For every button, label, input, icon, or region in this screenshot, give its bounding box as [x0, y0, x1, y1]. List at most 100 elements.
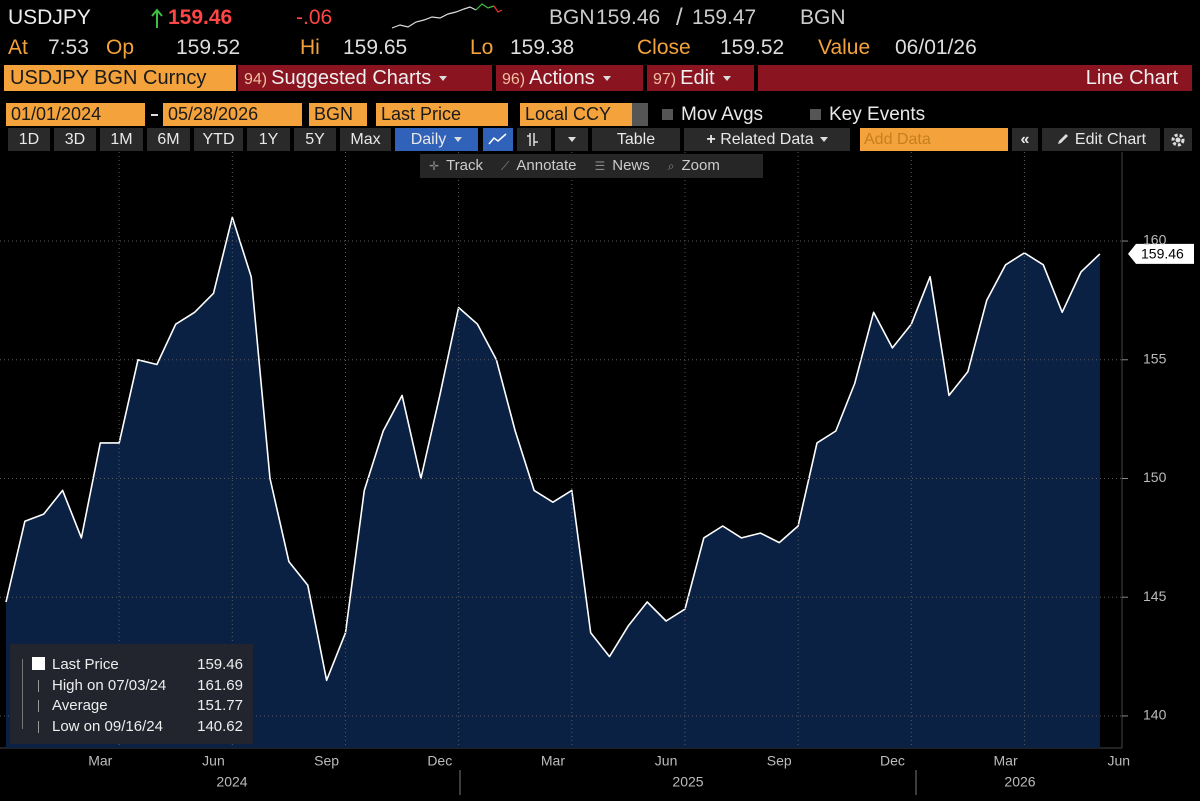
line-style-button[interactable]: [483, 128, 513, 151]
mov-avgs-label: Mov Avgs: [681, 104, 764, 125]
frequency-button[interactable]: Daily: [395, 128, 478, 151]
edit-chart-label: Edit Chart: [1074, 131, 1147, 148]
tool-label: Zoom: [681, 157, 720, 174]
mov-avgs[interactable]: Mov Avgs: [662, 103, 763, 126]
last-price: 159.46: [168, 6, 233, 29]
last-price-tag: [1128, 243, 1194, 264]
stat-label: Hi: [300, 36, 320, 59]
year-label: 2024: [216, 774, 247, 790]
end-date[interactable]: 05/28/2026: [163, 103, 302, 126]
y-tick-label: 160: [1143, 232, 1167, 248]
plot: [5, 216, 1101, 749]
menu-label: Actions: [529, 67, 595, 89]
net-change: -.06: [296, 6, 333, 29]
period-button[interactable]: YTD: [194, 128, 243, 151]
field-select[interactable]: Last Price: [376, 103, 508, 126]
menu-label: Edit: [680, 67, 715, 89]
stat-label: At: [8, 36, 28, 59]
menu-key: 94): [244, 71, 268, 88]
legend-value: 159.46: [197, 656, 243, 673]
stat-value: 159.38: [510, 36, 575, 59]
sparkline-up: [475, 3, 495, 11]
legend-bracket: [22, 659, 23, 729]
legend-icon: [38, 720, 39, 733]
y-tick-label: 145: [1143, 588, 1167, 604]
tool-button[interactable]: ⟋ Annotate: [492, 154, 585, 178]
y-tick-label: 140: [1143, 707, 1167, 723]
date-dash: [151, 114, 158, 116]
year-label: 2026: [1004, 774, 1035, 790]
period-button[interactable]: 3D: [54, 128, 96, 151]
start-date[interactable]: 01/01/2024: [6, 103, 145, 126]
tool-label: Annotate: [516, 157, 577, 174]
x-tick-label: Jun: [1107, 753, 1130, 769]
currency-dropdown[interactable]: [632, 103, 648, 126]
tool-button[interactable]: ☰ News: [585, 154, 658, 178]
period-button[interactable]: Max: [340, 128, 391, 151]
area: [6, 217, 1100, 749]
style-dropdown[interactable]: [555, 128, 588, 151]
edit-chart-button[interactable]: Edit Chart: [1042, 128, 1160, 151]
security-box[interactable]: USDJPY BGN Curncy: [4, 65, 236, 91]
legend-icon: [38, 700, 39, 712]
period-button[interactable]: 1Y: [247, 128, 290, 151]
legend-value: 140.62: [197, 717, 243, 735]
menu-key: 96): [502, 71, 526, 88]
source-field[interactable]: BGN: [309, 103, 367, 126]
stat-value: 7:53: [48, 36, 89, 59]
tool-icon: ✛: [429, 159, 440, 173]
menu-button[interactable]: 94) Suggested Charts: [238, 65, 492, 91]
legend-icon: [32, 657, 45, 670]
chart-tools: ✛ Track ⟋ Annotate ☰ News ⌕ Zoom: [420, 154, 763, 178]
key-events-label: Key Events: [829, 104, 926, 125]
sparkline-down: [493, 5, 503, 13]
menu-button[interactable]: 96) Actions: [496, 65, 643, 91]
table-button[interactable]: Table: [592, 128, 680, 151]
period-button[interactable]: 6M: [147, 128, 190, 151]
add-data-input[interactable]: Add Data: [860, 128, 1008, 151]
ask-source: BGN: [800, 6, 846, 29]
stat-value: 159.65: [343, 36, 408, 59]
tool-button[interactable]: ⌕ Zoom: [659, 154, 729, 178]
currency-select[interactable]: Local CCY: [520, 103, 632, 126]
bid-source: BGN: [549, 6, 595, 29]
ticker: USDJPY: [8, 6, 91, 29]
related-data-label: Related Data: [720, 131, 814, 148]
settings-button[interactable]: [1164, 128, 1192, 151]
separator: /: [676, 4, 683, 31]
sparkline: [391, 6, 477, 29]
legend-label: Low on 09/16/24: [52, 717, 163, 735]
x-tick-label: Jun: [202, 753, 225, 769]
legend: Last Price 159.46 High on 07/03/24 161.69 Av…: [10, 644, 253, 744]
x-tick-label: Sep: [767, 753, 792, 769]
y-tick-label: 150: [1143, 469, 1167, 485]
tool-label: Track: [446, 157, 484, 174]
x-tick-label: Mar: [994, 753, 1018, 769]
legend-label: Last Price: [52, 656, 119, 673]
menu-label: Suggested Charts: [271, 67, 432, 89]
bar-style-button[interactable]: [517, 128, 551, 151]
period-button[interactable]: 1D: [8, 128, 50, 151]
key-events[interactable]: Key Events: [810, 103, 925, 126]
stat-value: 159.52: [176, 36, 241, 59]
tool-button[interactable]: ✛ Track: [420, 154, 492, 178]
stat-label: Lo: [470, 36, 494, 59]
x-tick-label: Sep: [314, 753, 339, 769]
related-data-button[interactable]: + Related Data: [684, 128, 850, 151]
start-date-text: 01/01/2024: [11, 104, 102, 124]
stat-label: Op: [106, 36, 135, 59]
last-price-tag-label: 159.46: [1141, 246, 1184, 262]
stat-value: 06/01/26: [895, 36, 977, 59]
collapse-button[interactable]: «: [1012, 128, 1038, 151]
menu-key: 97): [653, 71, 677, 88]
stat-value: 159.52: [720, 36, 785, 59]
x-tick-label: Dec: [427, 753, 452, 769]
period-button[interactable]: 5Y: [294, 128, 336, 151]
frequency-label: Daily: [410, 131, 447, 148]
up-arrow: [151, 8, 163, 28]
menu-arrow: [722, 76, 731, 82]
period-button[interactable]: 1M: [100, 128, 143, 151]
menu-button[interactable]: 97) Edit: [647, 65, 754, 91]
legend-icon: [38, 679, 39, 692]
